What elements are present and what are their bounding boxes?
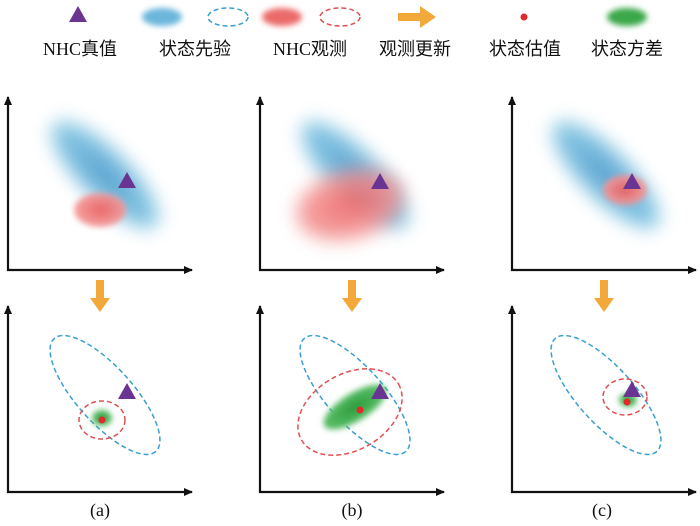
legend-dot — [520, 13, 528, 21]
panel-label: (c) — [592, 500, 612, 521]
update-arrow — [594, 280, 614, 312]
prior-outline — [49, 334, 161, 456]
panel-label: (a) — [90, 500, 110, 521]
legend-obs-dashed — [319, 7, 361, 27]
estimate — [623, 398, 631, 406]
estimate — [98, 416, 106, 424]
prior — [51, 121, 159, 229]
panel-a: (a) — [7, 97, 192, 521]
legend-label: 状态方差 — [591, 39, 663, 59]
legend: NHC真值 状态先验 NHC观测 观测更新 状态估值 状态方差 — [43, 6, 663, 59]
prior-outline — [550, 334, 662, 456]
prior-outline — [299, 334, 411, 456]
panel-label: (b) — [342, 500, 363, 521]
legend-prior-dashed — [207, 7, 249, 27]
observation-outline — [78, 400, 126, 440]
legend-label: NHC真值 — [43, 39, 117, 59]
observation — [603, 175, 647, 205]
legend-arrow — [398, 6, 436, 28]
axes — [7, 306, 192, 493]
observation-outline — [297, 368, 403, 456]
legend-prior-fill — [142, 8, 182, 26]
panel-c: (c) — [511, 97, 696, 521]
observation — [74, 193, 126, 227]
legend-label: 状态先验 — [159, 39, 231, 59]
legend-label: 观测更新 — [379, 39, 451, 59]
legend-obs-fill — [262, 8, 302, 26]
estimate — [356, 406, 364, 414]
legend-label: 状态估值 — [489, 39, 561, 59]
panel-b: (b) — [259, 97, 444, 521]
prior — [552, 121, 660, 229]
legend-triangle — [69, 6, 87, 22]
observation-outline — [602, 378, 648, 416]
observation — [296, 169, 404, 241]
legend-label: NHC观测 — [273, 39, 347, 59]
update-arrow — [90, 280, 110, 312]
legend-variance — [607, 8, 647, 26]
truth — [118, 383, 136, 399]
update-arrow — [342, 280, 362, 312]
variance — [323, 384, 387, 430]
